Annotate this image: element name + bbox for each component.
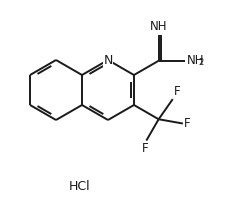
Text: NH: NH bbox=[150, 20, 167, 33]
Text: 2: 2 bbox=[199, 58, 204, 67]
Text: F: F bbox=[142, 142, 149, 155]
Text: NH: NH bbox=[187, 54, 204, 67]
Text: HCl: HCl bbox=[69, 180, 91, 192]
Text: F: F bbox=[174, 85, 181, 98]
Text: F: F bbox=[184, 117, 191, 130]
Text: N: N bbox=[103, 53, 113, 67]
